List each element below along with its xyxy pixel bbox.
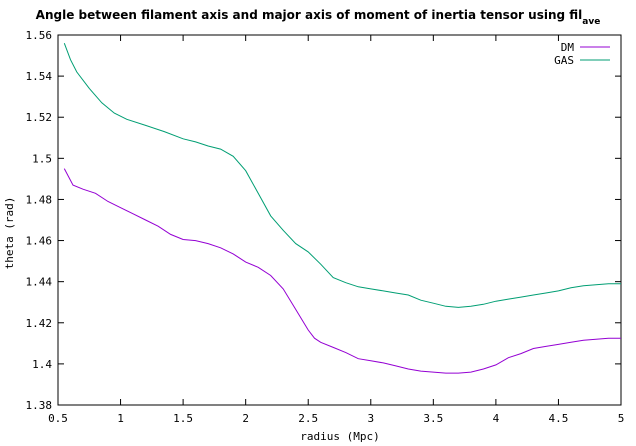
- y-tick-label: 1.52: [26, 111, 53, 124]
- x-tick-label: 3: [367, 412, 374, 425]
- y-tick-label: 1.4: [32, 358, 52, 371]
- y-tick-label: 1.48: [26, 193, 53, 206]
- y-tick-label: 1.46: [26, 235, 53, 248]
- legend-label-gas: GAS: [554, 54, 574, 67]
- legend-label-dm: DM: [561, 41, 575, 54]
- x-tick-label: 2: [242, 412, 249, 425]
- x-tick-label: 2.5: [298, 412, 318, 425]
- y-tick-label: 1.5: [32, 152, 52, 165]
- y-tick-label: 1.54: [26, 70, 53, 83]
- x-axis-label: radius (Mpc): [300, 430, 379, 443]
- chart-title: Angle between filament axis and major ax…: [36, 8, 601, 27]
- chart-title-subscript: ave: [582, 17, 600, 27]
- x-tick-label: 1: [117, 412, 124, 425]
- plot-frame: [57, 34, 622, 406]
- series-line-gas: [63, 43, 621, 308]
- y-tick-label: 1.56: [26, 29, 53, 42]
- series-line-dm: [63, 168, 621, 374]
- y-tick-label: 1.44: [26, 276, 53, 289]
- x-tick-label: 4: [493, 412, 500, 425]
- y-tick-label: 1.42: [26, 317, 53, 330]
- x-tick-label: 3.5: [423, 412, 443, 425]
- y-axis: 1.38 1.4 1.42 1.44 1.46 1.48 1.5 1.52 1.54 1.56: [26, 29, 621, 412]
- y-tick-label: 1.38: [26, 399, 53, 412]
- x-axis: 0.5 1 1.5 2 2.5 3 3.5 4 4.5 5: [48, 35, 624, 425]
- y-axis-label: theta (rad): [3, 197, 16, 270]
- x-tick-label: 1.5: [173, 412, 193, 425]
- x-tick-label: 0.5: [48, 412, 68, 425]
- x-tick-label: 5: [618, 412, 625, 425]
- series-layer: [63, 43, 621, 374]
- x-tick-label: 4.5: [549, 412, 569, 425]
